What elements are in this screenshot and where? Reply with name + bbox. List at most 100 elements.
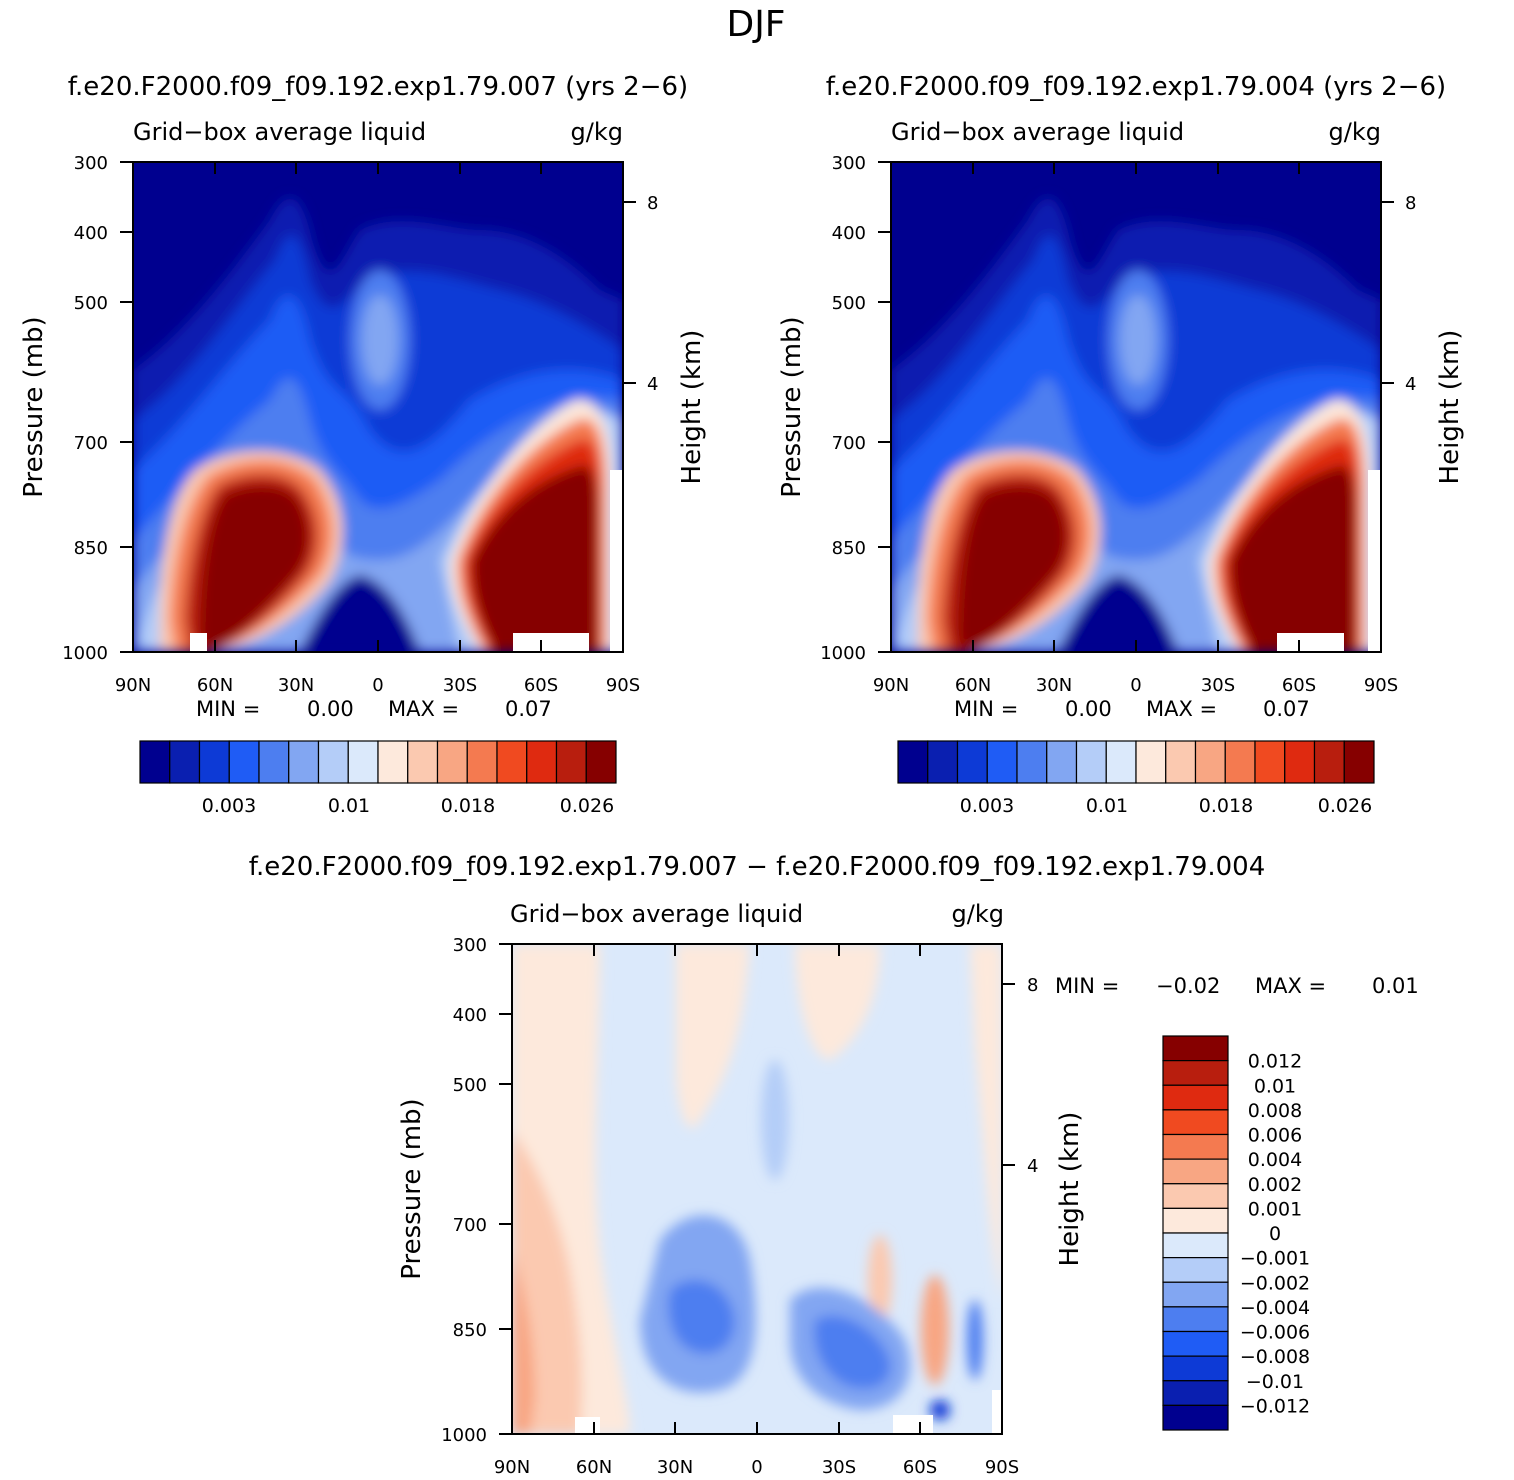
panel-b-colorbar-swatch [927, 740, 959, 784]
panel-c-min-label: MIN = [1055, 974, 1119, 998]
panel-a-colorbar-label: 0.026 [560, 795, 614, 817]
panel-a-colorbar-swatch [228, 740, 260, 784]
panel-b-colorbar-swatch [1343, 740, 1375, 784]
panel-c-colorbar-label: −0.008 [1240, 1346, 1310, 1368]
panel-a-y-tick-label: 1000 [62, 643, 108, 664]
panel-b-y-tick-label: 700 [832, 433, 866, 454]
panel-b-colorbar-label: 0.026 [1318, 795, 1372, 817]
page-title: DJF [726, 4, 785, 45]
panel-b-colorbar-swatch [1165, 740, 1197, 784]
panel-c-colorbar-swatch [1162, 1306, 1229, 1333]
panel-c-x-tick-label: 30N [657, 1457, 693, 1478]
panel-b-y2-tick-label: 4 [1405, 374, 1416, 395]
panel-c-units: g/kg [952, 900, 1004, 928]
panel-c-colorbar-swatch [1162, 1355, 1229, 1382]
panel-b-x-tick-label: 90S [1364, 675, 1398, 696]
panel-c-x-tick-label: 90N [494, 1457, 530, 1478]
panel-c-colorbar-label: 0.01 [1254, 1075, 1296, 1097]
panel-c-colorbar-swatch [1162, 1060, 1229, 1086]
panel-c-colorbar-label: −0.001 [1240, 1248, 1310, 1270]
panel-b-x-tick-label: 0 [1130, 675, 1141, 696]
panel-b-colorbar-swatch [1284, 740, 1316, 784]
panel-b-y-tick-label: 300 [832, 153, 866, 174]
panel-b-title: f.e20.F2000.f09_f09.192.exp1.79.004 (yrs… [826, 72, 1446, 102]
panel-c-y-axis-label: Pressure (mb) [397, 1098, 427, 1279]
panel-c-y-tick-label: 500 [453, 1075, 487, 1096]
panel-c-colorbar-label: 0.006 [1248, 1125, 1302, 1147]
panel-b-axes: 90N 60N 30N 0 30S 60S 90S 300 400 500 70… [777, 153, 1465, 721]
panel-a-colorbar-swatch [198, 740, 230, 784]
panel-b-units: g/kg [1329, 118, 1381, 146]
panel-b-colorbar-swatch [1254, 740, 1286, 784]
panel-a-colorbar-swatch [317, 740, 349, 784]
panel-b-colorbar-label: 0.018 [1199, 795, 1253, 817]
panel-c-left-subtitle: Grid−box average liquid [510, 900, 803, 928]
panel-a-y-tick-label: 300 [74, 153, 108, 174]
panel-b-x-tick-label: 60S [1282, 675, 1316, 696]
panel-a-y-axis-label: Pressure (mb) [19, 316, 49, 497]
panel-a-x-tick-label: 90N [115, 675, 151, 696]
panel-c-colorbar-label: 0.001 [1248, 1198, 1302, 1220]
panel-c-y2-tick-label: 4 [1027, 1156, 1038, 1177]
panel-c-colorbar-label: −0.006 [1240, 1322, 1310, 1344]
panel-c-y-tick-label: 850 [453, 1320, 487, 1341]
panel-b-max-value: 0.07 [1263, 697, 1310, 721]
panel-a-title: f.e20.F2000.f09_f09.192.exp1.79.007 (yrs… [68, 72, 688, 102]
panel-a-colorbar-swatch [347, 740, 379, 784]
panel-c-x-tick-label: 90S [985, 1457, 1019, 1478]
panel-b-left-subtitle: Grid−box average liquid [891, 118, 1184, 146]
panel-b-colorbar-swatch [1016, 740, 1048, 784]
panel-b-colorbar-swatch [1194, 740, 1226, 784]
panel-b-colorbar-swatch [956, 740, 988, 784]
panel-b-colorbar-swatch [1046, 740, 1078, 784]
panel-c-colorbar-swatch [1162, 1084, 1229, 1111]
panel-a-axes: 90N 60N 30N 0 30S 60S 90S 300 400 500 70… [19, 153, 707, 721]
panel-c-colorbar-swatch [1162, 1281, 1229, 1308]
panel-a-colorbar-swatch [555, 740, 587, 784]
panel-b-colorbar-swatch [1075, 740, 1107, 784]
panel-c-colorbar-swatch [1162, 1257, 1229, 1283]
panel-b-colorbar [897, 740, 1375, 784]
panel-b-min-label: MIN = [954, 697, 1018, 721]
panel-a-colorbar-swatch [288, 740, 320, 784]
panel-a-colorbar-swatch [466, 740, 498, 784]
panel-a-colorbar-swatch [139, 740, 171, 784]
panel-b-colorbar-label: 0.01 [1086, 795, 1128, 817]
panel-c-colorbar-swatch [1162, 1380, 1229, 1406]
panel-b-colorbar-swatch [1224, 740, 1256, 784]
panel-c-x-tick-label: 30S [822, 1457, 856, 1478]
panel-a-x-tick-label: 30N [278, 675, 314, 696]
panel-c-x-tick-label: 60N [576, 1457, 612, 1478]
panel-b-y-tick-label: 850 [832, 538, 866, 559]
panel-c-colorbar-label: 0.002 [1248, 1174, 1302, 1196]
panel-c-colorbar-label: 0 [1269, 1223, 1281, 1245]
panel-a-colorbar-swatch [169, 740, 201, 784]
panel-a-colorbar-swatch [526, 740, 558, 784]
panel-a-colorbar-label: 0.01 [328, 795, 370, 817]
panel-b: f.e20.F2000.f09_f09.192.exp1.79.004 (yrs… [777, 72, 1465, 817]
panel-a-x-tick-label: 60N [197, 675, 233, 696]
panel-a-units: g/kg [571, 118, 623, 146]
panel-c-colorbar-label: −0.012 [1240, 1395, 1310, 1417]
panel-b-colorbar-swatch [1135, 740, 1167, 784]
panel-a-y-tick-label: 400 [74, 223, 108, 244]
panel-a-y-tick-label: 850 [74, 538, 108, 559]
panel-c-colorbar [1162, 1035, 1229, 1431]
panel-b-x-tick-label: 60N [955, 675, 991, 696]
panel-b-y-tick-label: 500 [832, 293, 866, 314]
panel-a-x-tick-label: 30S [443, 675, 477, 696]
panel-b-colorbar-label: 0.003 [960, 795, 1014, 817]
panel-c-min-value: −0.02 [1156, 974, 1220, 998]
panel-a-x-ticks [120, 161, 636, 653]
panel-b-colorbar-swatch [897, 740, 929, 784]
panel-c-colorbar-swatch [1162, 1207, 1229, 1234]
panel-c-colorbar-swatch [1162, 1035, 1229, 1062]
panel-a-y2-tick-label: 4 [647, 374, 658, 395]
panel-a-colorbar-swatch [585, 740, 617, 784]
panel-a-x-tick-label: 60S [524, 675, 558, 696]
panel-a-left-subtitle: Grid−box average liquid [133, 118, 426, 146]
panel-c-max-value: 0.01 [1372, 974, 1419, 998]
panel-a-min-value: 0.00 [307, 697, 354, 721]
